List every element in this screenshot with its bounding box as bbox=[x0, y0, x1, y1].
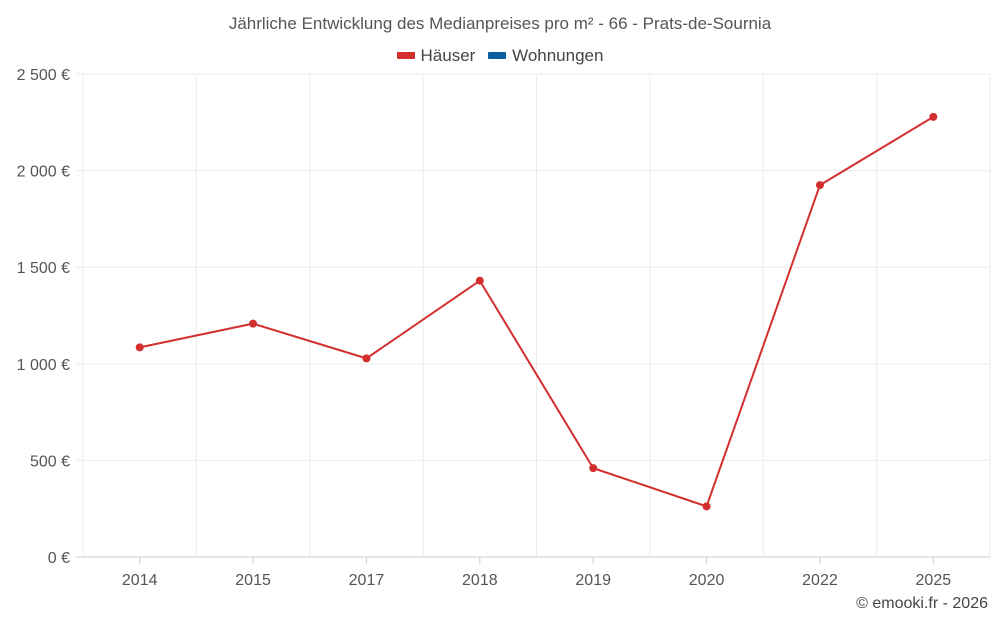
data-point[interactable] bbox=[815, 181, 824, 190]
y-tick-label: 1 500 € bbox=[17, 260, 70, 277]
data-point[interactable] bbox=[929, 112, 938, 121]
legend-swatch-wohnungen bbox=[488, 52, 507, 59]
x-tick-label: 2014 bbox=[122, 572, 158, 589]
legend-item-haeuser[interactable]: Häuser bbox=[396, 45, 476, 66]
axes: 0 € 500 € 1 000 € 1 500 € 2 000 € 2 500 € 2014… bbox=[17, 67, 952, 589]
x-tick-label: 2025 bbox=[916, 572, 952, 589]
series-layer bbox=[135, 112, 938, 511]
y-tick-label: 1 000 € bbox=[17, 357, 70, 374]
x-tick-label: 2015 bbox=[235, 572, 271, 589]
x-tick-label: 2018 bbox=[462, 572, 498, 589]
x-tick-label: 2017 bbox=[349, 572, 385, 589]
data-point[interactable] bbox=[702, 502, 711, 511]
data-point[interactable] bbox=[475, 276, 484, 285]
data-point[interactable] bbox=[589, 464, 598, 473]
y-tick-label: 500 € bbox=[30, 453, 70, 470]
data-point[interactable] bbox=[135, 343, 144, 352]
chart-title: Jährliche Entwicklung des Medianpreises … bbox=[228, 14, 772, 33]
data-point[interactable] bbox=[362, 354, 371, 363]
y-tick-label: 0 € bbox=[48, 550, 70, 567]
legend-label-haeuser: Häuser bbox=[420, 45, 476, 65]
legend-item-wohnungen[interactable]: Wohnungen bbox=[488, 46, 603, 66]
x-tick-label: 2019 bbox=[575, 572, 611, 589]
grid bbox=[76, 73, 991, 558]
series-line-0 bbox=[139, 116, 934, 508]
x-tick-label: 2022 bbox=[802, 572, 838, 589]
y-tick-label: 2 000 € bbox=[17, 164, 70, 181]
legend-label-wohnungen: Wohnungen bbox=[512, 45, 604, 65]
x-tick-label: 2020 bbox=[689, 572, 725, 589]
y-tick-label: 2 500 € bbox=[17, 67, 70, 84]
legend-swatch-haeuser bbox=[396, 52, 415, 59]
data-point[interactable] bbox=[249, 319, 258, 328]
credit: © emooki.fr - 2026 bbox=[856, 595, 988, 612]
legend: Häuser Wohnungen bbox=[0, 44, 1000, 66]
